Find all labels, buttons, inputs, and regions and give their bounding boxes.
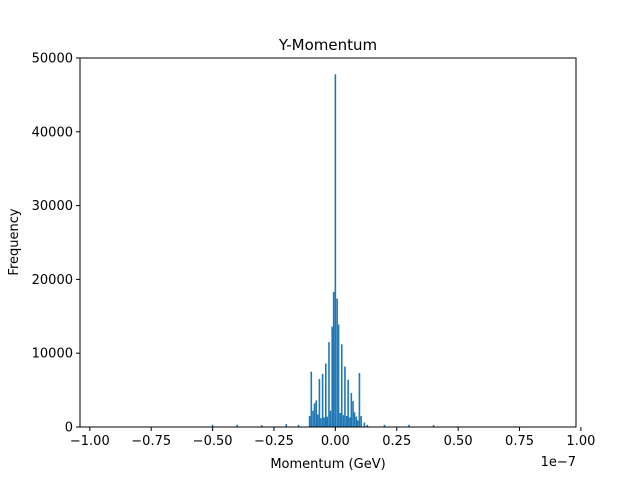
x-tick-label: 0.00 [321, 434, 350, 449]
histogram-bar [352, 401, 354, 427]
histogram-bar [313, 403, 316, 427]
x-tick-label: −0.25 [254, 434, 294, 449]
chart-title: Y-Momentum [278, 36, 377, 54]
histogram-bar [315, 400, 318, 427]
histogram-bar [344, 366, 346, 427]
histogram-bar [308, 415, 311, 427]
y-tick-label: 0 [65, 421, 73, 436]
y-tick-label: 50000 [32, 52, 73, 67]
histogram-bar [432, 425, 435, 427]
histogram-bar [363, 422, 366, 427]
histogram-bar [345, 415, 348, 427]
histogram-bar [312, 410, 314, 427]
histogram-bar [310, 371, 313, 427]
histogram-bar [383, 424, 386, 427]
histogram-bar [334, 74, 337, 428]
y-tick-label: 40000 [32, 125, 73, 140]
histogram-bar [366, 424, 369, 427]
histogram-bar [320, 418, 322, 427]
y-tick-label: 10000 [32, 347, 73, 362]
histogram-bar [349, 417, 351, 427]
histogram-bar [323, 417, 325, 427]
histogram-bars [211, 74, 435, 428]
x-tick-label: 0.25 [382, 434, 411, 449]
histogram-bar [360, 415, 362, 427]
histogram-bar [340, 344, 343, 427]
histogram-bar [358, 373, 361, 427]
histogram-bar [285, 424, 288, 427]
histogram-bar [350, 393, 353, 427]
x-tick-label: −0.50 [193, 434, 233, 449]
histogram-bar [331, 326, 333, 427]
histogram-bar [328, 342, 330, 427]
histogram-bar [353, 412, 356, 427]
histogram-bar [336, 298, 338, 427]
histogram-bar [297, 424, 300, 427]
x-tick-label: −0.75 [131, 434, 171, 449]
y-tick-label: 30000 [32, 199, 73, 214]
histogram-bar [318, 379, 321, 427]
histogram-bar [326, 416, 329, 427]
x-tick-label: 0.50 [444, 434, 473, 449]
y-axis-label: Frequency [7, 208, 22, 275]
histogram-bar [236, 424, 238, 427]
x-axis-ticks: −1.00 −0.75 −0.50 −0.25 0.00 0.25 0.50 0.75 1.00 [70, 427, 595, 449]
histogram-bar [316, 414, 319, 427]
histogram-bar [356, 420, 359, 427]
histogram-bar [347, 379, 349, 427]
x-axis-label: Momentum (GeV) [270, 457, 385, 472]
histogram-bar [339, 412, 342, 427]
histogram-bar [332, 291, 335, 427]
histogram-bar [408, 424, 410, 427]
x-axis-offset-label: 1e−7 [541, 455, 576, 470]
x-tick-label: 0.75 [505, 434, 534, 449]
histogram-bar [342, 415, 345, 427]
histogram-bar [329, 410, 332, 427]
histogram-bar [211, 424, 214, 427]
histogram-bar [337, 324, 340, 427]
histogram-bar [321, 373, 324, 427]
plot-frame [79, 57, 577, 428]
histogram-bar [260, 425, 263, 427]
y-tick-label: 20000 [32, 273, 73, 288]
x-tick-label: −1.00 [70, 434, 110, 449]
histogram-bar [324, 363, 327, 427]
histogram-bar [355, 416, 358, 427]
x-tick-label: 1.00 [566, 434, 595, 449]
y-axis-ticks: 0 10000 20000 30000 40000 50000 [32, 52, 80, 436]
